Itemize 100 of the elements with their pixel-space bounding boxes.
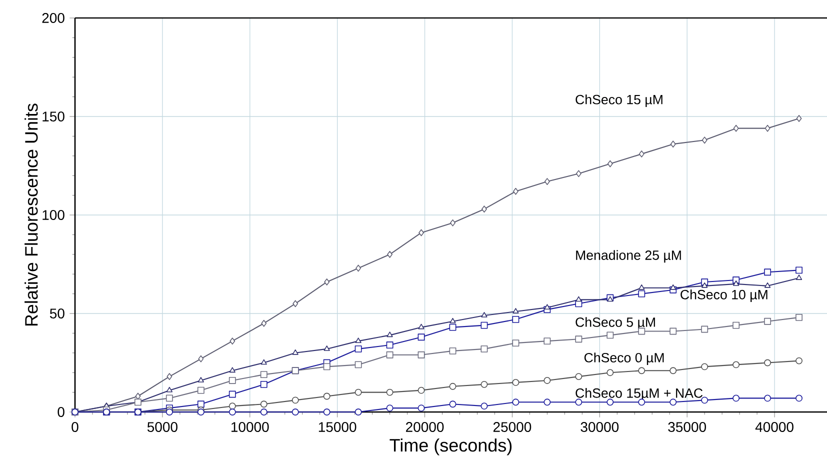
point (482, 206, 487, 213)
text: ChSeco 15 µM (576, 94, 662, 107)
point (449, 400, 456, 408)
point (575, 373, 582, 380)
point (418, 229, 424, 236)
point (354, 361, 362, 368)
point (198, 377, 204, 382)
point (764, 124, 770, 132)
point (796, 266, 802, 274)
point (733, 280, 740, 286)
point (354, 345, 362, 352)
point (796, 394, 802, 402)
point (701, 363, 708, 370)
x-tick-label: 0 (72, 422, 78, 432)
point (796, 115, 802, 122)
point (228, 402, 236, 410)
point (228, 408, 236, 416)
point (544, 377, 551, 384)
point (323, 408, 330, 416)
point (386, 388, 394, 396)
point (449, 347, 456, 354)
point (323, 363, 330, 370)
point (544, 178, 550, 185)
point (228, 377, 236, 384)
point (701, 326, 708, 333)
point (356, 264, 362, 272)
point (418, 386, 425, 394)
point (480, 402, 488, 410)
point (449, 324, 456, 331)
point (702, 136, 708, 144)
point (260, 408, 268, 416)
point (544, 338, 551, 345)
point (576, 170, 582, 178)
point (386, 404, 394, 412)
point (638, 284, 645, 290)
point (732, 394, 740, 402)
point (544, 398, 551, 406)
y-axis-title: Relative Fluorescence Units (24, 104, 38, 326)
series-label: Menadione 25 µM (576, 250, 681, 263)
x-tick-label: 5000 (147, 422, 178, 432)
y-tick-label: 150 (42, 112, 64, 122)
point (418, 351, 425, 358)
series-label: ChSeco 5 µM (576, 317, 655, 330)
point (764, 268, 772, 276)
point (638, 150, 644, 158)
point (670, 367, 677, 374)
point (670, 140, 676, 148)
point (607, 160, 613, 168)
point (324, 345, 330, 351)
point (480, 380, 488, 388)
y-tick-label: 0 (58, 407, 64, 417)
point (576, 296, 582, 302)
point (638, 367, 646, 374)
point (166, 373, 172, 380)
point (512, 340, 520, 347)
point (481, 312, 488, 318)
point (354, 388, 362, 396)
point (387, 250, 392, 258)
point (544, 304, 550, 310)
point (638, 398, 646, 406)
point (386, 342, 394, 348)
point (733, 124, 739, 132)
point (260, 371, 268, 378)
x-axis-title: Time (seconds) (390, 438, 512, 456)
x-tick-label: 35000 (668, 422, 706, 432)
point (166, 386, 172, 392)
point (323, 392, 330, 400)
point (575, 398, 582, 406)
point (292, 408, 299, 416)
point (764, 394, 772, 402)
point (606, 332, 614, 339)
point (796, 274, 802, 280)
point (324, 278, 330, 286)
point (606, 398, 614, 406)
y-tick-label: 50 (50, 308, 64, 318)
point (670, 328, 677, 335)
point (229, 367, 236, 373)
point (638, 290, 646, 298)
point (606, 369, 614, 376)
point (292, 300, 298, 308)
point (796, 314, 802, 321)
point (796, 357, 802, 364)
series-label: ChSeco 0 µM (584, 352, 664, 366)
x-tick-label: 20000 (406, 422, 444, 432)
point (261, 320, 267, 327)
x-tick-label: 10000 (231, 422, 269, 432)
point (449, 382, 456, 390)
point (135, 392, 141, 400)
point (386, 332, 393, 338)
point (764, 282, 771, 288)
point (732, 322, 740, 329)
point (418, 404, 425, 412)
point (418, 324, 424, 330)
point (512, 316, 520, 323)
point (228, 390, 236, 398)
x-tick-label: 30000 (580, 422, 619, 432)
series-label: ChSeco 10 µM (680, 290, 768, 302)
point (292, 396, 299, 404)
y-tick-label: 100 (42, 210, 64, 220)
point (702, 282, 708, 288)
